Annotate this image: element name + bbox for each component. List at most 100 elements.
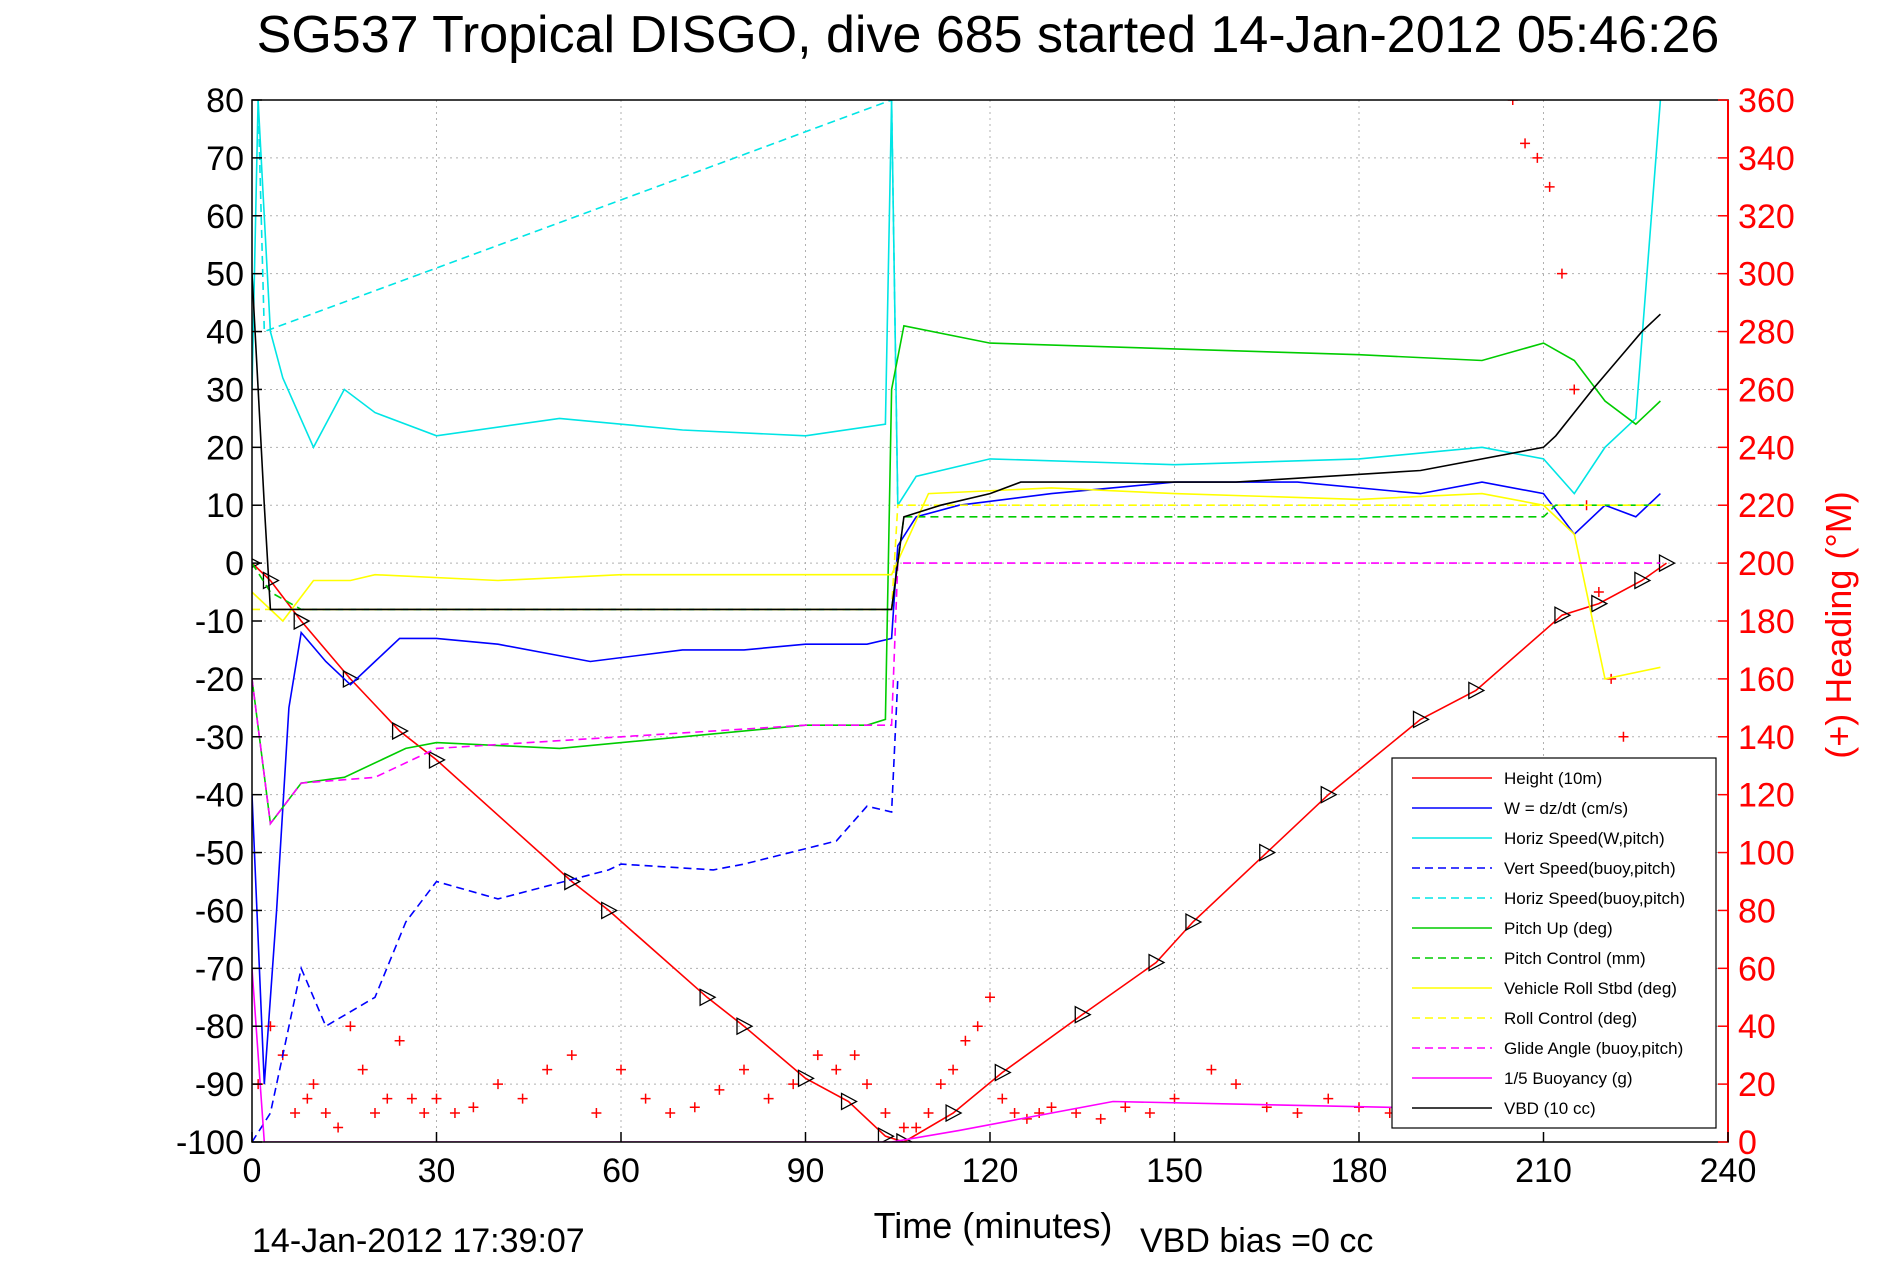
right-tick-label: 0 bbox=[1738, 1124, 1757, 1162]
left-tick-label: 10 bbox=[206, 487, 244, 525]
heading-point bbox=[357, 1064, 368, 1075]
left-tick-label: -10 bbox=[195, 603, 244, 641]
right-tick-label: 120 bbox=[1738, 777, 1795, 815]
heading-point bbox=[689, 1102, 700, 1113]
heading-point bbox=[382, 1093, 393, 1104]
heading-point bbox=[308, 1079, 319, 1090]
x-axis: 0 30 60 90 120 150 180 210 240 bbox=[243, 1132, 1757, 1190]
heading-point bbox=[1169, 1093, 1180, 1104]
heading-point bbox=[763, 1093, 774, 1104]
right-tick-label: 240 bbox=[1738, 429, 1795, 467]
height-marker bbox=[1074, 1005, 1092, 1024]
heading-point bbox=[394, 1035, 405, 1046]
right-y-axis: 3603403203002802602402202001801601401201… bbox=[1718, 82, 1795, 1162]
x-tick-label: 0 bbox=[243, 1152, 262, 1190]
heading-point bbox=[1544, 181, 1555, 192]
heading-point bbox=[972, 1021, 983, 1032]
series-line bbox=[257, 100, 899, 506]
height-marker bbox=[945, 1103, 963, 1123]
legend-label: Pitch Control (mm) bbox=[1504, 949, 1646, 968]
heading-point bbox=[739, 1064, 749, 1075]
x-tick-label: 240 bbox=[1700, 1152, 1757, 1190]
height-marker bbox=[1468, 681, 1486, 700]
height-marker bbox=[699, 988, 717, 1007]
right-axis-label: (+) Heading (°M) bbox=[1818, 491, 1859, 758]
legend: Height (10m) W = dz/dt (cm/s) Horiz Speed(… bbox=[1391, 757, 1717, 1129]
heading-point bbox=[265, 1021, 276, 1032]
left-tick-label: 50 bbox=[206, 256, 244, 294]
heading-point bbox=[1231, 1079, 1241, 1090]
heading-point bbox=[923, 1108, 934, 1119]
left-tick-label: -50 bbox=[195, 835, 244, 873]
right-tick-label: 360 bbox=[1738, 82, 1795, 120]
height-marker bbox=[877, 1127, 895, 1142]
heading-point bbox=[542, 1064, 553, 1075]
height-marker bbox=[391, 721, 409, 741]
height-marker bbox=[736, 1017, 754, 1036]
heading-point bbox=[960, 1035, 971, 1046]
x-tick-label: 90 bbox=[787, 1152, 825, 1190]
heading-point bbox=[468, 1102, 479, 1113]
right-tick-label: 80 bbox=[1738, 892, 1776, 930]
left-tick-label: 70 bbox=[206, 140, 244, 178]
heading-point bbox=[831, 1064, 842, 1075]
height-marker bbox=[1148, 953, 1166, 972]
series-group bbox=[252, 100, 1676, 1142]
heading-point bbox=[1071, 1108, 1082, 1119]
heading-point bbox=[948, 1064, 959, 1075]
heading-point bbox=[333, 1122, 344, 1133]
left-tick-label: -20 bbox=[195, 661, 244, 699]
heading-point bbox=[1556, 268, 1567, 279]
right-tick-label: 40 bbox=[1738, 1008, 1776, 1046]
height-marker bbox=[994, 1063, 1012, 1082]
height-marker bbox=[896, 1132, 914, 1142]
heading-point bbox=[1569, 384, 1580, 395]
legend-label: Height (10m) bbox=[1504, 769, 1602, 788]
heading-point bbox=[911, 1122, 922, 1133]
left-tick-label: -80 bbox=[195, 1008, 244, 1046]
heading-point bbox=[1520, 138, 1531, 149]
series-line bbox=[252, 481, 1661, 1085]
legend-label: Horiz Speed(W,pitch) bbox=[1504, 829, 1665, 848]
legend-label: Glide Angle (buoy,pitch) bbox=[1504, 1039, 1683, 1058]
height-marker bbox=[1259, 843, 1277, 862]
heading-point bbox=[985, 992, 995, 1003]
x-tick-label: 210 bbox=[1515, 1152, 1572, 1190]
series-line bbox=[252, 487, 1661, 680]
heading-point bbox=[812, 1050, 823, 1061]
right-tick-label: 100 bbox=[1738, 835, 1795, 873]
right-tick-label: 340 bbox=[1738, 140, 1795, 178]
right-tick-label: 180 bbox=[1738, 603, 1795, 641]
heading-point bbox=[1144, 1108, 1155, 1119]
heading-point bbox=[1532, 152, 1543, 163]
heading-point bbox=[320, 1108, 331, 1119]
legend-label: 1/5 Buoyancy (g) bbox=[1504, 1069, 1633, 1088]
left-tick-label: 60 bbox=[206, 198, 244, 236]
height-marker bbox=[564, 872, 582, 891]
legend-label: W = dz/dt (cm/s) bbox=[1504, 799, 1628, 818]
left-y-axis: 80 70 60 50 40 30 20 10 0 -10 -20 -30 -40 -50 -60 -70 -8… bbox=[176, 82, 262, 1162]
height-marker bbox=[840, 1092, 858, 1111]
right-tick-label: 260 bbox=[1738, 371, 1795, 409]
height-marker bbox=[601, 901, 619, 920]
right-tick-label: 220 bbox=[1738, 487, 1795, 525]
legend-label: Vehicle Roll Stbd (deg) bbox=[1504, 979, 1677, 998]
heading-point bbox=[849, 1050, 860, 1061]
legend-label: Horiz Speed(buoy,pitch) bbox=[1504, 889, 1685, 908]
heading-point bbox=[345, 1021, 356, 1032]
x-tick-label: 120 bbox=[962, 1152, 1019, 1190]
left-tick-label: 20 bbox=[206, 429, 244, 467]
heading-point bbox=[935, 1079, 946, 1090]
heading-point bbox=[290, 1108, 301, 1119]
heading-point bbox=[1120, 1102, 1131, 1113]
x-tick-label: 150 bbox=[1146, 1152, 1203, 1190]
right-tick-label: 280 bbox=[1738, 314, 1795, 352]
left-tick-label: -30 bbox=[195, 719, 244, 757]
height-marker bbox=[293, 611, 311, 631]
legend-label: Vert Speed(buoy,pitch) bbox=[1504, 859, 1676, 878]
series-line bbox=[252, 324, 1661, 826]
heading-point bbox=[788, 1079, 799, 1090]
heading-point bbox=[566, 1050, 577, 1061]
plot-area bbox=[252, 100, 1676, 1142]
